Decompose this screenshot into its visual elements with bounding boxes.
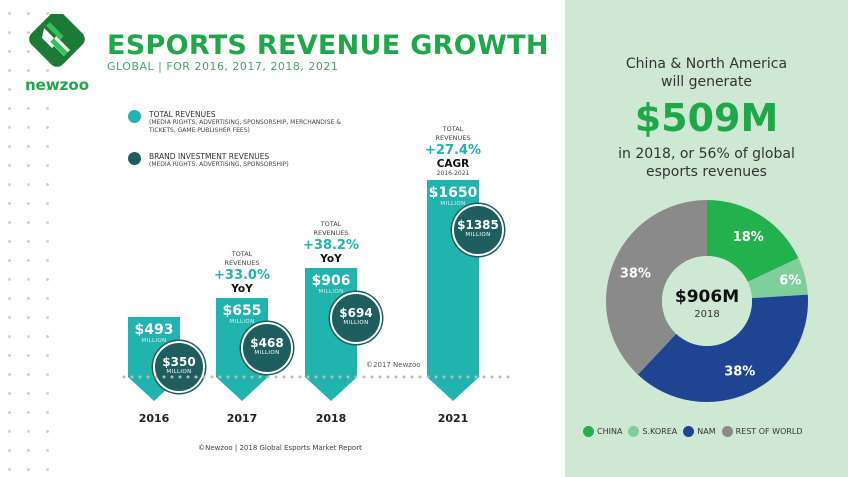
donut-center-year: 2018 xyxy=(694,309,720,320)
annotation-value: +33.0% xyxy=(214,268,270,284)
legend-swatch xyxy=(721,426,733,437)
legend-label: REST OF WORLD xyxy=(735,427,803,436)
panel-line-1: China & North America will generate xyxy=(625,56,788,90)
panel-line-3: in 2018, or 56% of global esports revenue… xyxy=(618,146,795,180)
legend-label: NAM xyxy=(697,427,716,436)
year-label-2016: 2016 xyxy=(138,412,170,425)
right-panel: China & North America will generate $509M… xyxy=(565,0,848,477)
donut-slice-label: 6% xyxy=(779,274,801,289)
bar-unit: MILLION xyxy=(141,338,167,345)
donut-slice-label: 38% xyxy=(724,365,755,380)
circle-value: $468 xyxy=(250,336,284,351)
legend-total-sub: (MEDIA RIGHTS, ADVERTISING, SPONSORSHIP,… xyxy=(149,119,341,134)
bar-unit: MILLION xyxy=(440,200,466,207)
annotation-kind: CAGR xyxy=(436,157,470,170)
source-note: ©Newzoo | 2018 Global Esports Market Rep… xyxy=(198,444,362,452)
annotation-period: 2016-2021 xyxy=(436,169,470,177)
legend-item-rest-of-world: REST OF WORLD xyxy=(721,426,803,437)
legend-item-nam: NAM xyxy=(683,426,716,437)
circle-unit: MILLION xyxy=(465,231,491,238)
bar-arrow-tip xyxy=(216,377,268,401)
circle-unit: MILLION xyxy=(254,350,280,357)
circle-brand-2018: $694 MILLION xyxy=(330,292,382,345)
annotation-title: TOTAL REVENUES xyxy=(313,220,349,238)
circle-brand-2021: $1385 MILLION xyxy=(452,203,504,256)
circle-value: $1385 xyxy=(457,217,499,232)
bar-value: $906 xyxy=(311,273,351,290)
legend-total-label: TOTAL REVENUES xyxy=(149,110,216,119)
bar-unit: MILLION xyxy=(229,319,255,326)
donut-slice-china xyxy=(707,200,799,282)
bar-unit: MILLION xyxy=(318,289,344,296)
donut-slice-label: 18% xyxy=(733,230,764,245)
annotation-kind: YoY xyxy=(231,283,253,296)
circle-value: $350 xyxy=(162,355,196,370)
donut-slice-label: 38% xyxy=(620,267,651,282)
logo-text: newzoo xyxy=(24,76,90,94)
donut-hole xyxy=(662,256,752,346)
donut-legend: CHINA S.KOREA NAM REST OF WORLD xyxy=(583,426,803,437)
annotation-title: TOTAL REVENUES xyxy=(435,124,471,142)
legend-label: S.KOREA xyxy=(642,427,678,436)
circle-value: $694 xyxy=(339,306,373,321)
legend-brand: BRAND INVESTMENT REVENUES (MEDIA RIGHTS,… xyxy=(128,152,289,169)
newzoo-logo xyxy=(29,14,85,67)
legend-item-s-korea: S.KOREA xyxy=(628,426,677,437)
bar-arrow-tip xyxy=(427,377,479,401)
donut-slice-nam xyxy=(637,294,808,402)
chart-copyright: ©2017 Newzoo xyxy=(366,361,421,369)
donut-center-value: $906M xyxy=(674,287,740,307)
page-title: ESPORTS REVENUE GROWTH xyxy=(107,30,549,61)
annotation-kind: YoY xyxy=(320,253,342,266)
legend-total: TOTAL REVENUES (MEDIA RIGHTS, ADVERTISIN… xyxy=(128,110,359,135)
legend-label: CHINA xyxy=(597,427,623,436)
year-label-2021: 2021 xyxy=(437,412,469,425)
growth-annotation-2018: TOTAL REVENUES +38.2% YoY xyxy=(291,220,371,265)
annotation-title: TOTAL REVENUES xyxy=(224,250,260,268)
circle-unit: MILLION xyxy=(166,369,192,376)
legend-total-swatch xyxy=(128,110,141,123)
legend-swatch xyxy=(683,426,695,437)
donut-slice-s-korea xyxy=(747,257,808,299)
annotation-value: +27.4% xyxy=(425,142,481,158)
circle-unit: MILLION xyxy=(343,320,369,327)
revenue-bar-chart: $493 MILLION $350 MILLION 2016 $655 MILLION $46… xyxy=(128,125,504,425)
legend-brand-sub: (MEDIA RIGHTS, ADVERTISING, SPONSORSHIP) xyxy=(149,161,289,168)
year-label-2018: 2018 xyxy=(315,412,347,425)
legend-brand-swatch xyxy=(128,152,141,165)
legend-brand-label: BRAND INVESTMENT REVENUES xyxy=(149,152,270,161)
panel-amount: $509M xyxy=(634,96,779,140)
baseline-dots xyxy=(120,375,512,379)
bar-arrow-tip xyxy=(305,377,357,401)
growth-annotation-2021: TOTAL REVENUES +27.4% CAGR 2016-2021 xyxy=(413,125,493,177)
year-label-2017: 2017 xyxy=(226,412,258,425)
legend-swatch xyxy=(583,426,594,437)
donut-slice-rest-of-world xyxy=(606,200,707,375)
legend-swatch xyxy=(628,426,640,437)
growth-annotation-2017: TOTAL REVENUES +33.0% YoY xyxy=(202,250,282,295)
bar-value: $493 xyxy=(134,322,174,339)
dot-pattern xyxy=(0,0,60,477)
bar-value: $655 xyxy=(222,303,262,320)
annotation-value: +38.2% xyxy=(303,238,359,254)
region-donut-chart: 18% 6% 38% 38% xyxy=(606,200,808,402)
circle-brand-2016: $350 MILLION xyxy=(153,341,205,394)
bar-value: $1650 xyxy=(428,184,478,201)
page-subtitle: GLOBAL | FOR 2016, 2017, 2018, 2021 xyxy=(107,60,339,73)
legend-item-china: CHINA xyxy=(583,426,622,437)
circle-brand-2017: $468 MILLION xyxy=(241,322,293,375)
